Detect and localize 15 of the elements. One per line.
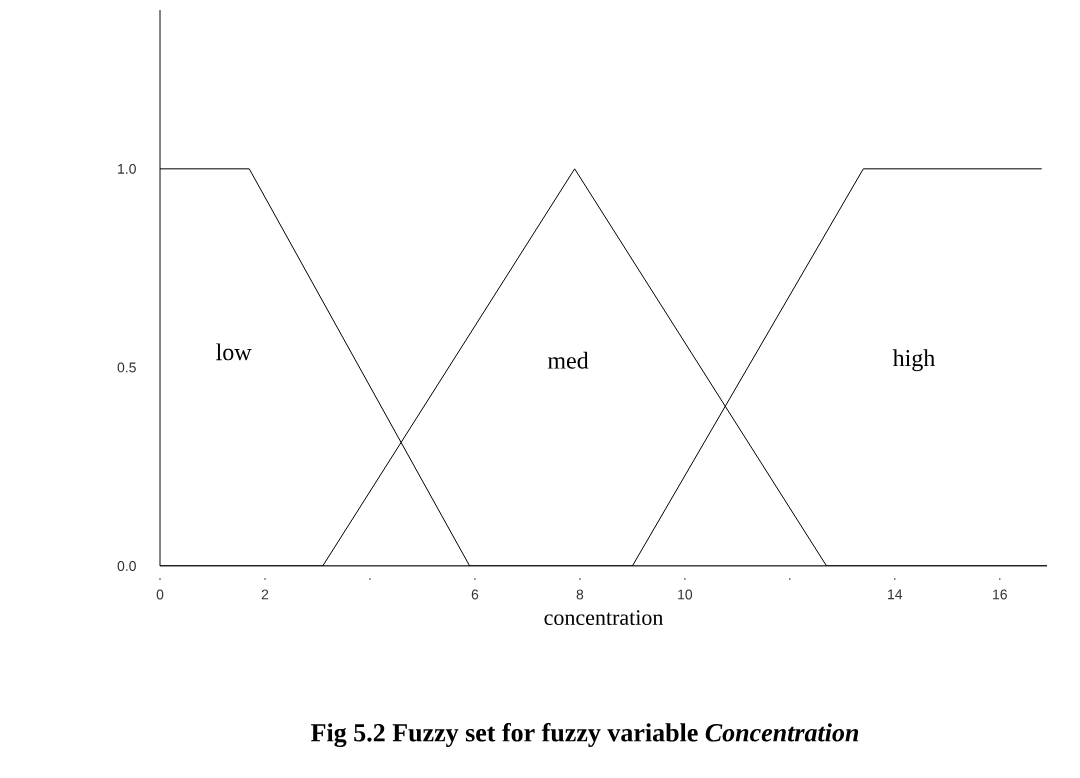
y-tick-label: 0.0 (117, 561, 136, 571)
x-tick-label: 2 (261, 589, 269, 600)
y-tick-label: 0.5 (117, 362, 136, 373)
x-tick-label: 6 (471, 589, 479, 600)
annotation: high (892, 349, 935, 372)
x-axis-title: concentration (544, 610, 664, 626)
x-tick-label: 8 (576, 589, 584, 600)
annotation: low (216, 343, 252, 361)
annotation: med (547, 351, 589, 369)
y-tick-label: 1.0 (118, 163, 136, 174)
x-tick-label: 0 (156, 589, 164, 600)
x-tick-label: 14 (888, 589, 903, 600)
text: Fig 5.2 Fuzzy set for fuzzy variable Concentration (311, 722, 859, 747)
x-tick-label: 10 (678, 589, 693, 600)
x-tick-label: 16 (993, 589, 1007, 600)
